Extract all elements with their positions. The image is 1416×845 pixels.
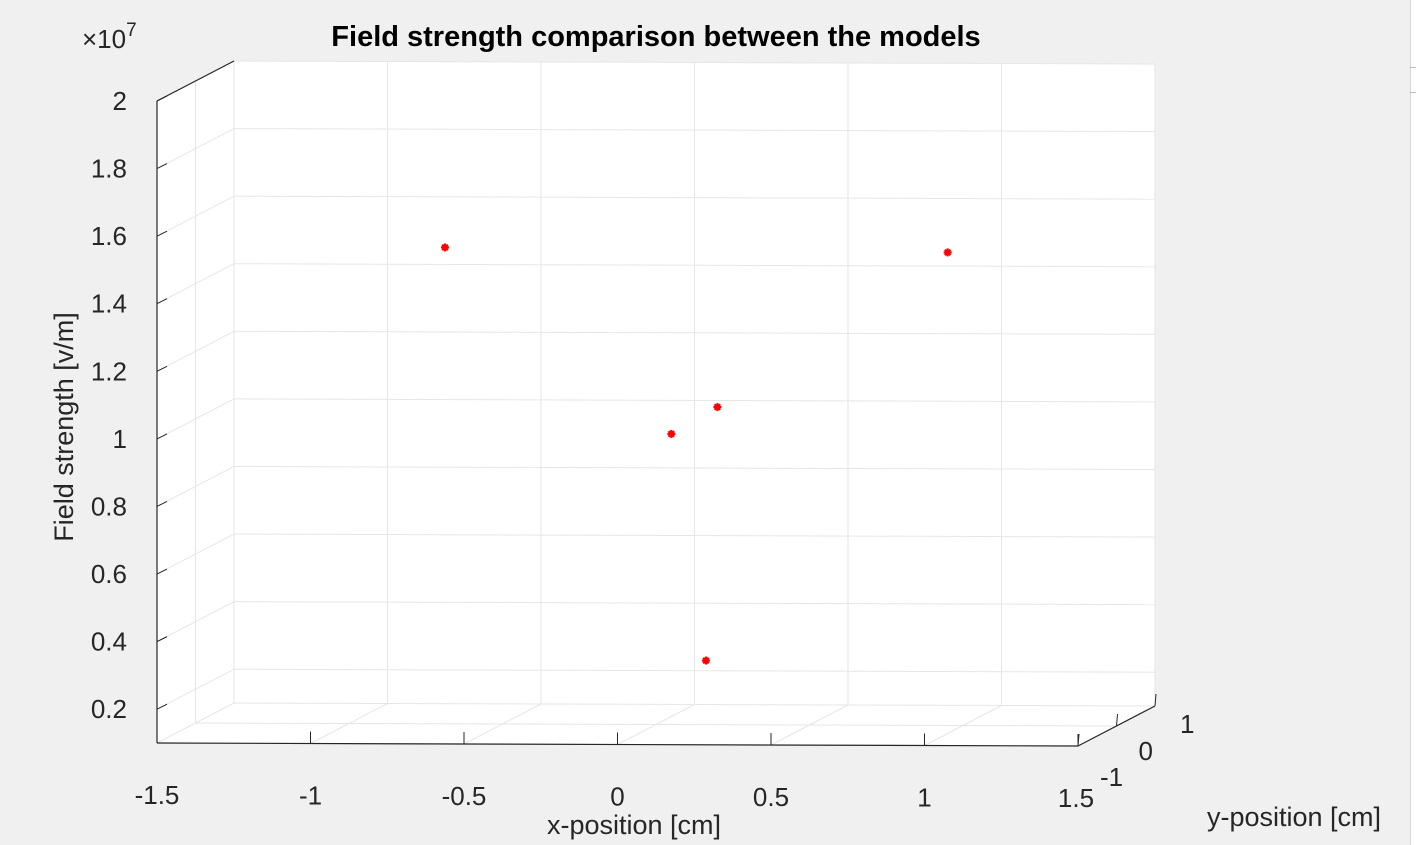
z-tick-label: 0.4 bbox=[91, 627, 127, 657]
z-axis-top-line bbox=[156, 60, 235, 102]
scrollbar-mark bbox=[1410, 67, 1416, 68]
x-axis-label: x-position [cm] bbox=[547, 810, 721, 840]
exponent-power: 7 bbox=[126, 20, 137, 41]
x-tick-label: 1 bbox=[917, 783, 931, 813]
z-tick-label: 1.8 bbox=[91, 154, 127, 184]
x-tick-label: -1 bbox=[299, 781, 322, 811]
z-tick-label: 1.2 bbox=[91, 356, 127, 386]
z-tick-label: 2 bbox=[113, 86, 127, 116]
data-point[interactable] bbox=[943, 248, 952, 257]
y-tick-label: 0 bbox=[1139, 736, 1153, 766]
y-tick-label: -1 bbox=[1100, 762, 1123, 792]
data-point[interactable] bbox=[667, 429, 676, 438]
x-tick-label: 0.5 bbox=[753, 782, 789, 812]
x-tick-label: -0.5 bbox=[442, 781, 487, 811]
z-tick bbox=[156, 501, 168, 507]
data-point-core bbox=[714, 404, 720, 410]
x-tick-label: -1.5 bbox=[135, 780, 180, 810]
y-tick bbox=[1077, 733, 1080, 747]
chart-title: Field strength comparison between the mo… bbox=[331, 21, 980, 53]
exponent-label: ×107 bbox=[82, 20, 137, 54]
z-axis-label: Field strength [v/m] bbox=[49, 312, 79, 542]
data-points[interactable] bbox=[441, 243, 952, 665]
tick-labels: -1.5 -1 -0.5 0 0.5 1 1.5-1010.20.40.60.811.21.… bbox=[91, 86, 1195, 813]
z-tick-label: 0.2 bbox=[91, 694, 127, 724]
z-tick bbox=[156, 568, 168, 575]
data-point[interactable] bbox=[713, 403, 722, 412]
grid-lines bbox=[156, 60, 1156, 747]
axes-box bbox=[156, 60, 1157, 747]
z-tick-label: 1.4 bbox=[91, 289, 127, 319]
x-tick-label: 0 bbox=[610, 782, 624, 812]
grid-line-y bbox=[233, 702, 1156, 707]
y-tick bbox=[1116, 713, 1118, 727]
data-point[interactable] bbox=[441, 243, 449, 252]
data-point-core bbox=[945, 249, 951, 255]
z-tick bbox=[156, 298, 168, 305]
z-tick bbox=[156, 433, 168, 440]
z-tick bbox=[156, 95, 168, 102]
z-tick-label: 0.6 bbox=[91, 559, 127, 589]
window-scrollbar[interactable] bbox=[1410, 0, 1416, 845]
y-axis-label: y-position [cm] bbox=[1207, 802, 1381, 832]
z-tick bbox=[156, 230, 168, 237]
z-tick-label: 0.8 bbox=[91, 491, 127, 521]
data-point[interactable] bbox=[701, 656, 710, 665]
data-point-core bbox=[703, 658, 709, 664]
data-point-core bbox=[442, 244, 448, 250]
z-tick-label: 1.6 bbox=[91, 221, 127, 251]
y-tick-label: 1 bbox=[1180, 709, 1194, 739]
z-tick bbox=[156, 163, 168, 170]
z-tick bbox=[156, 365, 168, 372]
y-tick bbox=[1154, 693, 1157, 707]
exponent-base: ×10 bbox=[82, 24, 126, 54]
scrollbar-mark bbox=[1410, 92, 1416, 93]
z-tick-label: 1 bbox=[113, 424, 127, 454]
z-tick bbox=[156, 703, 168, 710]
z-tick bbox=[156, 636, 168, 643]
data-point-core bbox=[668, 431, 674, 437]
grid-line-y bbox=[195, 722, 1117, 727]
x-tick-label: 1.5 bbox=[1058, 783, 1094, 813]
